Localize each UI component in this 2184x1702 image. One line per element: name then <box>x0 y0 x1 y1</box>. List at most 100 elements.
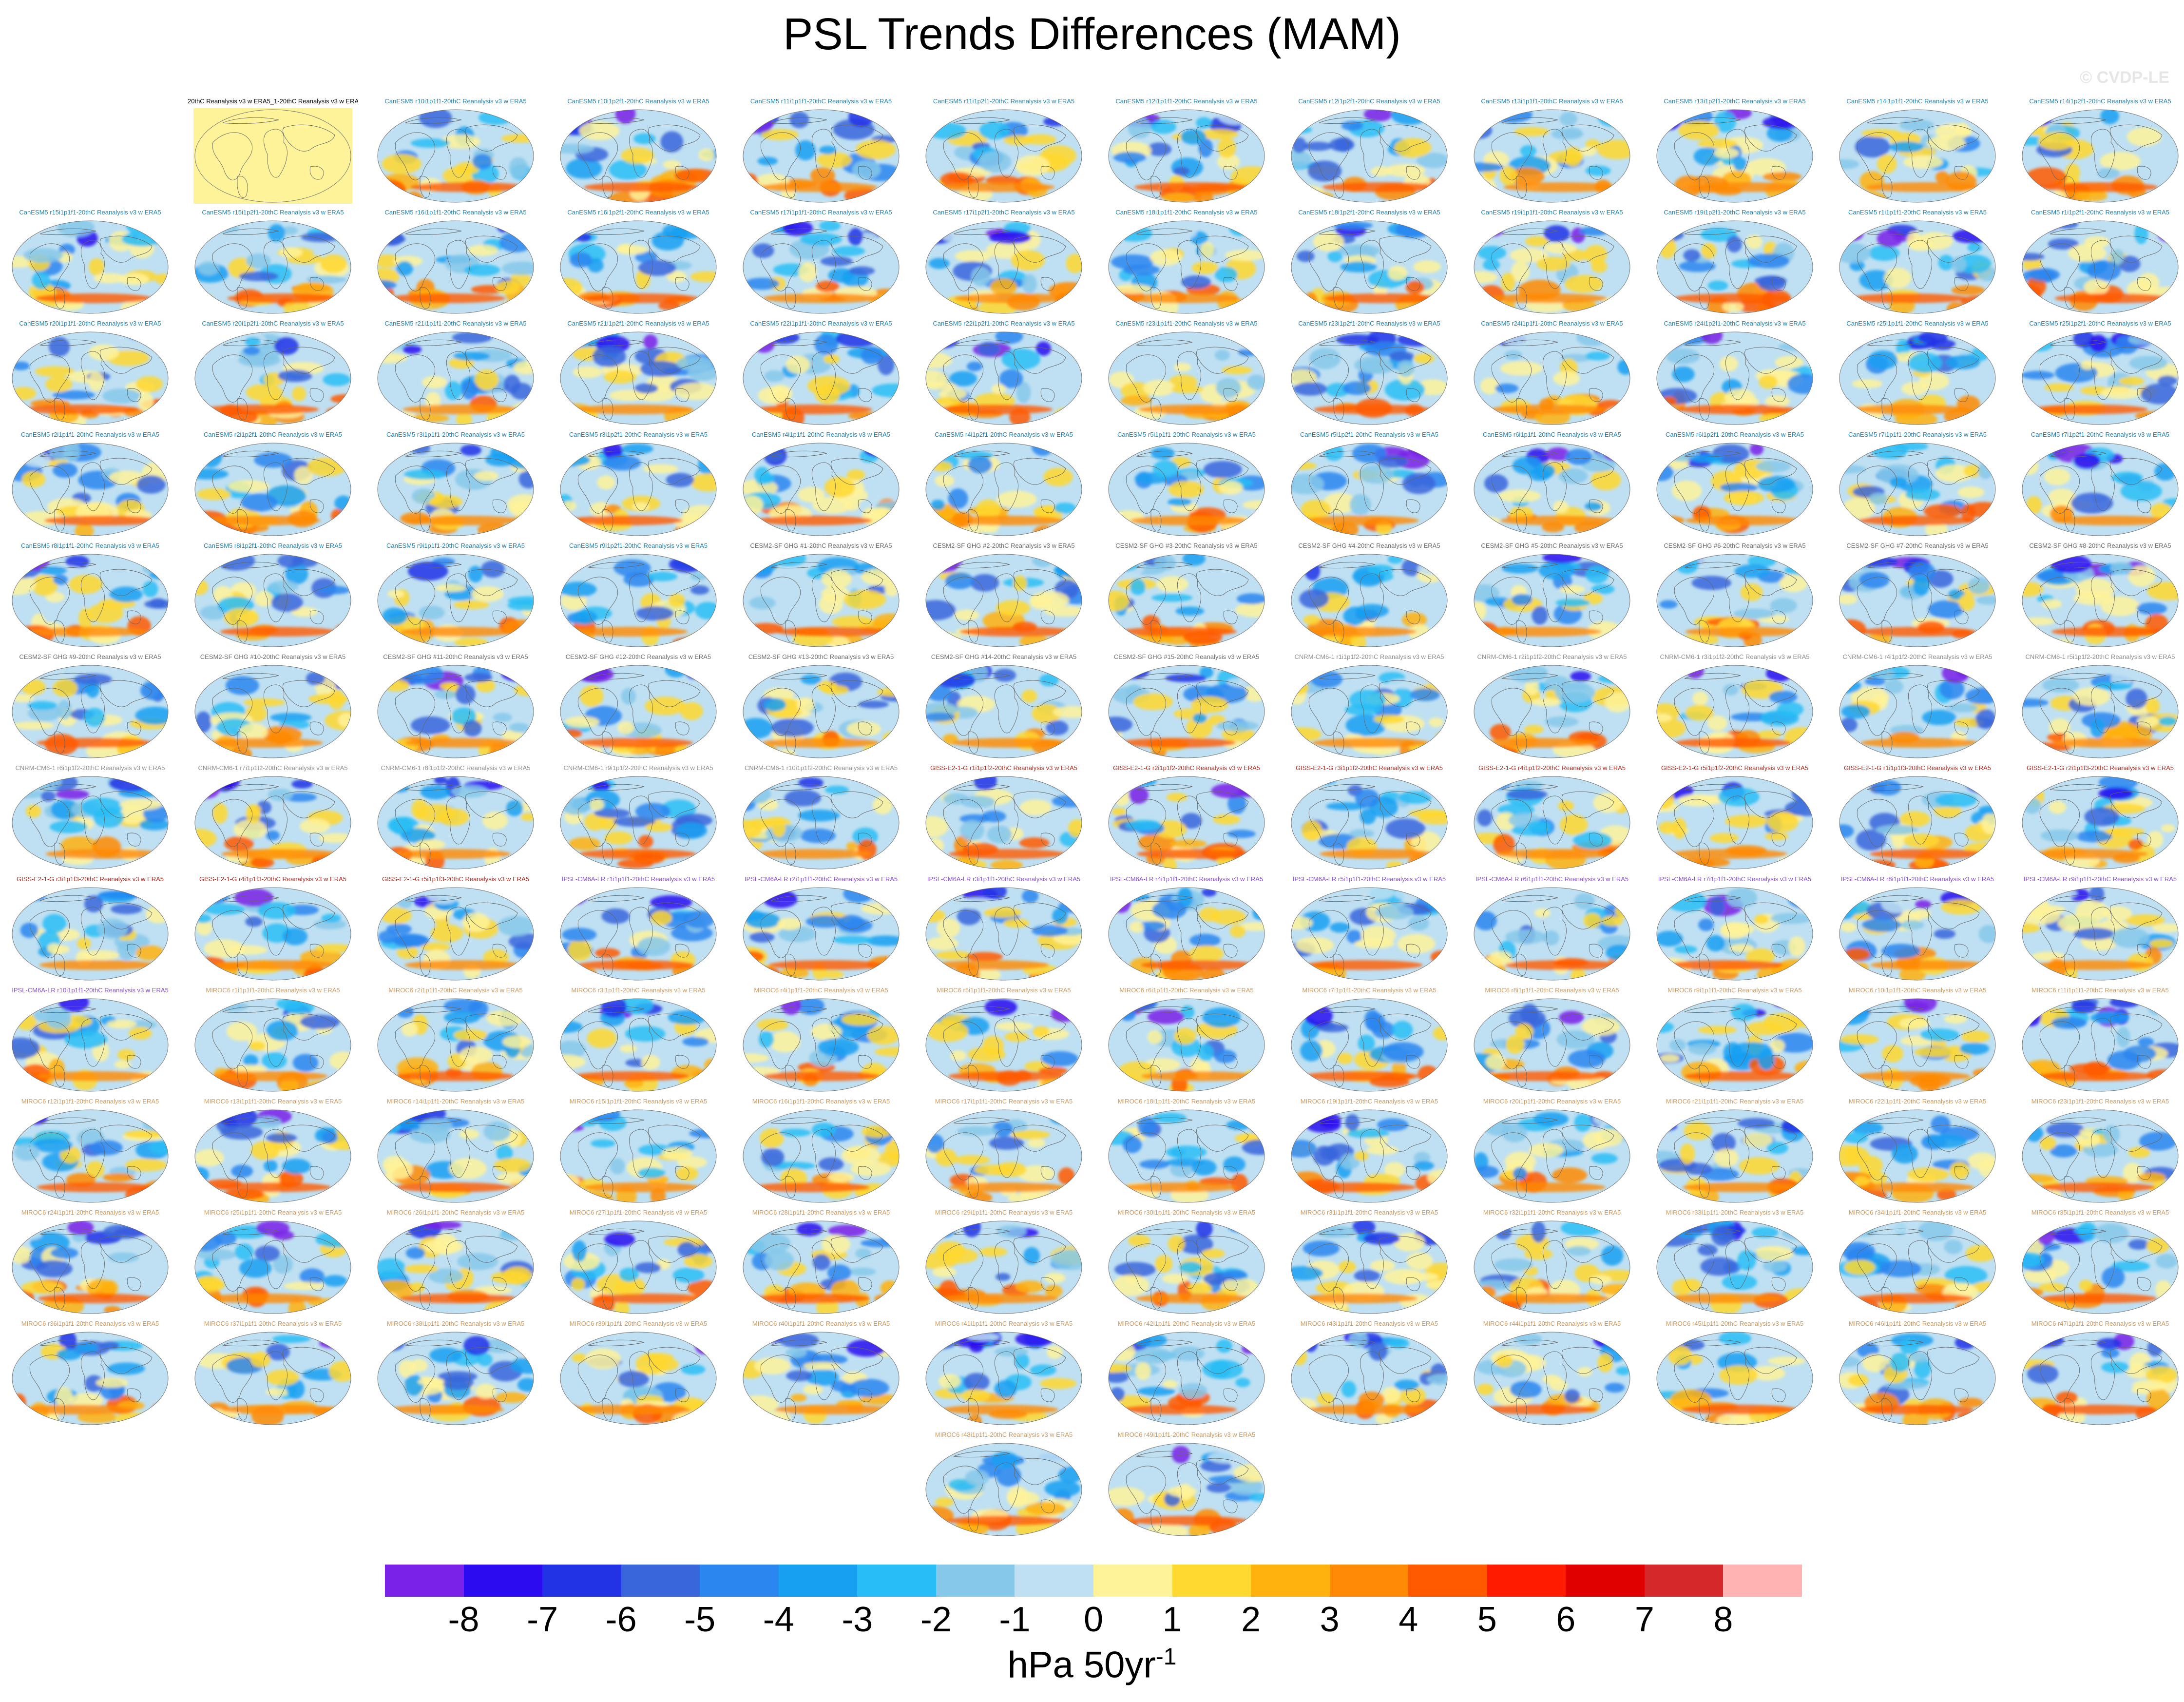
coastline <box>1589 721 1603 735</box>
coastline <box>1379 680 1432 707</box>
panel-title: GISS-E2-1-G r2i1p1f3-20thC Reanalysis v3… <box>2026 764 2174 772</box>
coastline <box>2050 895 2107 902</box>
field-anomaly <box>2022 445 2037 466</box>
field-anomaly <box>1222 366 1252 374</box>
world-map-plot <box>743 665 900 758</box>
coastline <box>648 569 701 596</box>
field-anomaly <box>412 488 436 504</box>
coastline <box>1406 832 1420 847</box>
world-map-plot <box>12 443 169 536</box>
coastline <box>831 1124 883 1152</box>
field-anomaly <box>1237 593 1264 604</box>
field-anomaly <box>1129 921 1144 933</box>
field-anomaly <box>264 1160 278 1172</box>
field-anomaly <box>761 129 799 140</box>
coastline <box>968 1064 979 1087</box>
coastline <box>80 795 105 845</box>
field-anomaly <box>2098 787 2133 800</box>
field-anomaly <box>1052 908 1069 925</box>
field-anomaly <box>1701 243 1717 259</box>
field-anomaly <box>955 609 979 621</box>
world-map-plot <box>1291 1220 1448 1314</box>
panel-title: CanESM5 r10i1p2f1-20thC Reanalysis v3 w … <box>567 97 709 105</box>
field-anomaly <box>743 1053 769 1063</box>
panel-title: MIROC6 r25i1p1f1-20thC Reanalysis v3 w E… <box>204 1209 342 1216</box>
field-anomaly <box>318 586 350 595</box>
coastline <box>1406 610 1420 624</box>
coastline <box>2064 731 2075 754</box>
coastline <box>212 354 253 403</box>
field-anomaly <box>560 738 579 753</box>
field-anomaly <box>1200 242 1215 258</box>
southern-ocean-anomaly <box>206 738 323 748</box>
field-anomaly <box>560 1302 576 1313</box>
field-anomaly <box>57 1349 81 1360</box>
world-map-plot <box>1656 665 1813 758</box>
field-anomaly <box>663 160 681 169</box>
coastline <box>770 117 827 124</box>
field-anomaly <box>1128 117 1151 138</box>
member-panel: GISS-E2-1-G r4i1p1f2-20thC Reanalysis v3… <box>1467 764 1637 875</box>
member-panel: MIROC6 r3i1p1f1-20thC Reanalysis v3 w ER… <box>553 986 724 1098</box>
field-anomaly <box>1756 460 1791 472</box>
field-anomaly <box>392 933 429 948</box>
field-anomaly <box>1291 474 1324 495</box>
southern-ocean-anomaly <box>2041 182 2158 192</box>
coastline <box>1379 791 1432 818</box>
panel-title: CanESM5 r1i1p2f1-20thC Reanalysis v3 w E… <box>2031 209 2169 216</box>
coastline <box>785 509 796 532</box>
field-anomaly <box>419 605 445 620</box>
coastline <box>1908 351 1932 400</box>
field-anomaly <box>455 684 476 704</box>
coastline <box>1562 902 1614 929</box>
field-anomaly <box>878 353 895 375</box>
field-anomaly <box>2029 268 2060 281</box>
world-map-plot <box>1291 998 1448 1092</box>
coastline <box>263 1018 287 1067</box>
field-anomaly <box>496 1144 513 1162</box>
coastline <box>1379 902 1432 929</box>
coastline <box>1908 1018 1932 1067</box>
coastline <box>1319 784 1376 791</box>
coastline <box>1674 910 1715 958</box>
world-map-plot <box>560 109 717 203</box>
map-outline <box>194 331 351 425</box>
field-anomaly <box>150 598 167 608</box>
coastline <box>2039 354 2080 403</box>
coastline <box>1360 240 1384 289</box>
coastline <box>785 731 796 754</box>
southern-ocean-anomaly <box>2036 960 2154 970</box>
map-outline <box>1839 1220 1996 1314</box>
coastline <box>1674 1021 1715 1069</box>
field-anomaly <box>2107 1050 2141 1070</box>
coastline <box>1589 1277 1603 1291</box>
field-anomaly <box>271 593 303 612</box>
coastline <box>1319 1006 1376 1013</box>
field-anomaly <box>378 111 392 129</box>
panel-title: MIROC6 r32i1p1f1-20thC Reanalysis v3 w E… <box>1483 1209 1621 1216</box>
field-anomaly <box>1504 350 1523 360</box>
southern-ocean-anomaly <box>1137 849 1254 859</box>
field-anomaly <box>846 469 865 481</box>
world-map-plot <box>925 554 1082 647</box>
coastline <box>760 354 801 403</box>
map-outline <box>1291 1109 1448 1203</box>
world-map-plot <box>1291 887 1448 981</box>
field-anomaly <box>468 895 494 905</box>
field-anomaly <box>246 253 271 269</box>
coastline <box>405 117 462 124</box>
coastline <box>858 832 872 847</box>
field-anomaly <box>467 245 498 256</box>
field-anomaly <box>243 698 286 707</box>
map-outline <box>560 887 717 981</box>
field-anomaly <box>1564 275 1603 293</box>
field-anomaly <box>989 231 1031 244</box>
field-anomaly <box>104 1306 121 1314</box>
panel-title: IPSL-CM6A-LR r1i1p1f1-20thC Reanalysis v… <box>561 875 715 883</box>
field-anomaly <box>683 910 714 928</box>
field-anomaly <box>254 591 274 607</box>
southern-ocean-anomaly <box>18 1405 135 1414</box>
coastline <box>1927 569 1980 596</box>
field-anomaly <box>674 515 713 530</box>
panel-title: CanESM5 r8i1p2f1-20thC Reanalysis v3 w E… <box>204 542 342 549</box>
